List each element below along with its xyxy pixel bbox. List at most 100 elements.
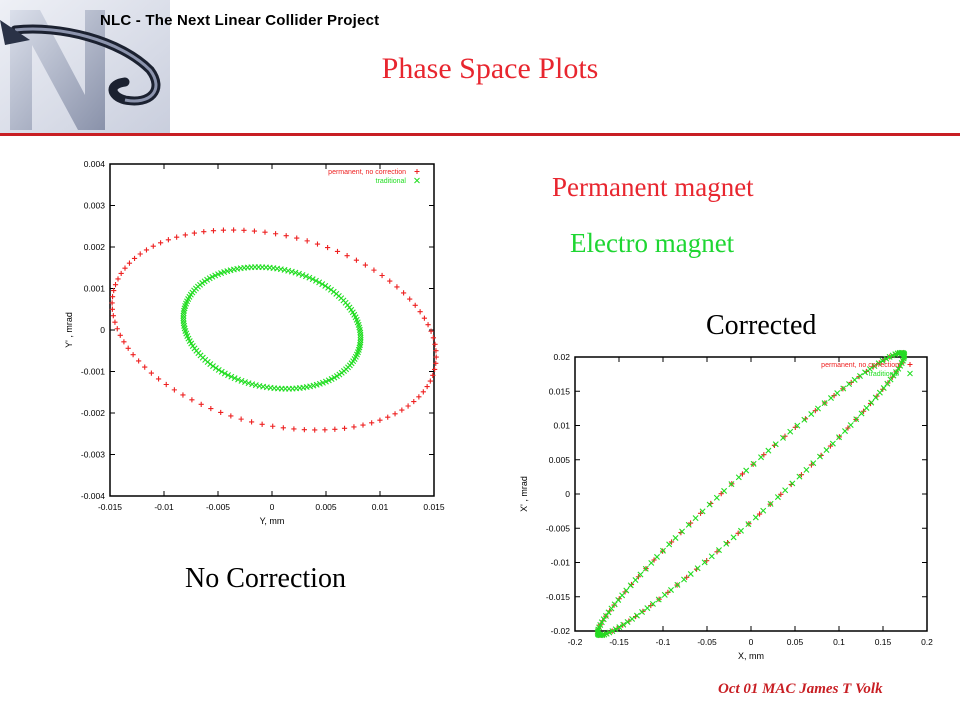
y-tick-label: -0.003 — [81, 450, 105, 460]
data-point — [272, 231, 279, 237]
data-point — [369, 420, 375, 426]
data-point — [829, 440, 836, 447]
data-point — [758, 454, 765, 461]
legend-marker — [414, 177, 420, 184]
data-point — [427, 378, 433, 384]
data-point — [309, 276, 316, 283]
data-point — [294, 235, 300, 241]
y-tick-label: -0.015 — [546, 592, 570, 602]
x-tick-label: -0.1 — [656, 637, 671, 647]
legend-marker — [414, 169, 420, 174]
data-point — [642, 565, 649, 572]
series-permanent — [595, 350, 907, 638]
data-point — [312, 277, 319, 284]
data-point — [699, 508, 706, 515]
data-point — [666, 541, 673, 548]
data-point — [808, 411, 815, 418]
data-point — [883, 355, 890, 362]
data-point — [728, 481, 735, 488]
y-tick-label: -0.004 — [81, 491, 105, 501]
data-point — [862, 369, 869, 376]
legend-marker — [907, 362, 913, 367]
data-point — [416, 394, 422, 400]
data-point — [715, 547, 722, 554]
data-point — [121, 339, 127, 345]
plot-frame — [574, 356, 928, 632]
data-point — [708, 553, 715, 560]
data-point — [322, 282, 329, 289]
data-point — [182, 232, 188, 238]
data-point — [821, 400, 828, 407]
data-point — [251, 228, 258, 234]
title-divider — [0, 133, 960, 136]
data-point — [887, 376, 894, 383]
x-tick-label: 0 — [270, 502, 275, 512]
data-point — [111, 287, 117, 294]
data-point — [191, 230, 197, 236]
data-point — [856, 373, 863, 380]
data-point — [379, 272, 385, 279]
data-point — [866, 366, 873, 373]
data-point — [407, 296, 413, 302]
data-point — [314, 241, 321, 247]
data-point — [218, 368, 225, 375]
data-point — [114, 326, 120, 332]
data-point — [743, 467, 750, 474]
legend-entry: permanent, no correction — [821, 362, 899, 369]
data-point — [425, 322, 431, 328]
x-tick-label: 0.1 — [833, 637, 845, 647]
data-point — [828, 395, 834, 402]
data-point — [895, 365, 902, 372]
data-point — [109, 300, 115, 306]
data-point — [624, 618, 631, 625]
plot-frame — [109, 163, 435, 497]
data-point — [679, 528, 686, 535]
data-point — [291, 426, 297, 432]
legend-marker — [907, 370, 913, 377]
data-point — [620, 621, 627, 628]
data-point — [836, 434, 843, 441]
y-tick-label: 0.015 — [549, 386, 571, 396]
data-point — [772, 441, 779, 448]
data-point — [803, 466, 810, 473]
data-point — [399, 407, 405, 413]
data-point — [723, 540, 730, 547]
data-point — [692, 515, 699, 522]
data-point — [122, 265, 128, 271]
data-point — [319, 281, 326, 288]
chart-corrected: -0.2 -0.15 -0.1 -0.05 0 0.05 0.1 0.15 0.2 0.02 0.0… — [519, 349, 933, 661]
data-point — [221, 370, 228, 377]
data-point — [180, 315, 187, 322]
data-point — [150, 243, 156, 249]
data-point — [745, 521, 752, 528]
y-tick-label: 0.004 — [84, 159, 106, 169]
x-tick-label: 0.015 — [423, 502, 445, 512]
data-point — [598, 619, 605, 626]
data-point — [212, 365, 219, 372]
data-point — [270, 423, 276, 429]
project-title: NLC - The Next Linear Collider Project — [100, 12, 380, 29]
data-point — [674, 581, 681, 588]
data-point — [412, 302, 418, 308]
data-point — [801, 416, 808, 423]
data-point — [721, 487, 728, 494]
data-point — [417, 309, 423, 315]
x-tick-label: 0.005 — [315, 502, 337, 512]
data-point — [789, 480, 796, 487]
data-point — [659, 547, 666, 554]
data-point — [155, 376, 162, 382]
data-point — [248, 419, 255, 425]
y-axis-label: Y' , mrad — [64, 312, 74, 348]
data-point — [356, 344, 363, 351]
data-point — [387, 278, 393, 284]
data-point — [608, 605, 615, 612]
data-point — [353, 257, 360, 263]
data-point — [334, 248, 341, 255]
y-tick-label: -0.005 — [546, 523, 570, 533]
data-point — [648, 559, 655, 566]
data-point — [198, 401, 204, 407]
data-point — [283, 233, 289, 239]
data-point — [765, 447, 772, 454]
data-point — [322, 427, 328, 433]
data-point — [332, 426, 338, 432]
